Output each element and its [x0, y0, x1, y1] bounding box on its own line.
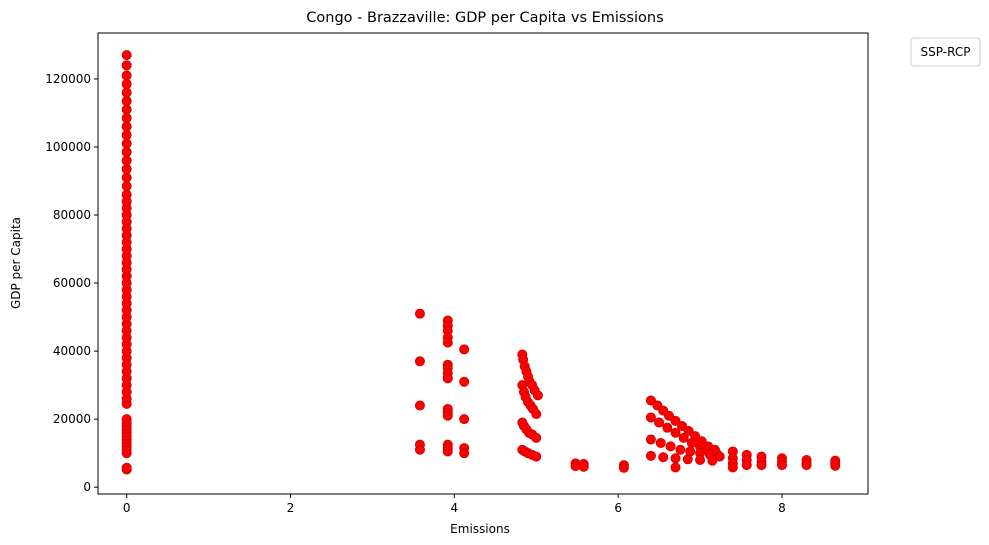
legend-box — [910, 37, 981, 67]
data-point — [121, 50, 132, 61]
data-point — [776, 460, 787, 471]
data-point — [459, 414, 470, 425]
data-point — [665, 441, 676, 452]
legend: SSP-RCP — [910, 37, 981, 67]
data-point — [670, 415, 681, 426]
x-tick-label: 2 — [287, 501, 295, 515]
data-point — [121, 147, 132, 158]
data-point — [670, 453, 681, 464]
data-point — [683, 426, 694, 437]
data-point — [655, 437, 666, 448]
data-point — [414, 356, 425, 367]
plot-frame — [97, 32, 869, 495]
data-point — [442, 410, 453, 421]
y-tick-label: 100000 — [45, 140, 91, 154]
data-point — [532, 390, 543, 401]
x-tick-label: 8 — [778, 501, 786, 515]
data-point — [645, 412, 656, 423]
data-point — [121, 164, 132, 175]
data-point — [578, 461, 589, 472]
data-point — [121, 189, 132, 200]
data-point — [442, 373, 453, 384]
data-point — [442, 337, 453, 348]
data-point — [645, 395, 656, 406]
x-tick-label: 4 — [451, 501, 459, 515]
x-axis: 0 2 4 6 8 — [123, 494, 786, 515]
data-point — [121, 113, 132, 124]
data-point — [121, 172, 132, 183]
data-point — [121, 96, 132, 107]
data-points — [121, 50, 841, 475]
data-point — [663, 410, 674, 421]
x-axis-label: Emissions — [450, 522, 510, 536]
y-tick-label: 120000 — [45, 72, 91, 86]
data-point — [677, 420, 688, 431]
data-point — [442, 446, 453, 457]
data-point — [414, 444, 425, 455]
y-tick-label: 20000 — [53, 412, 91, 426]
y-axis-label: GDP per Capita — [9, 217, 23, 309]
data-point — [459, 448, 470, 459]
data-point — [121, 130, 132, 141]
data-point — [727, 462, 738, 473]
data-point — [121, 414, 132, 425]
data-point — [531, 409, 542, 420]
data-point — [414, 400, 425, 411]
data-point — [618, 462, 629, 473]
y-axis: 0 20000 40000 60000 80000 100000 120000 — [45, 72, 98, 494]
data-point — [645, 450, 656, 461]
data-point — [459, 344, 470, 355]
data-point — [121, 70, 132, 81]
data-point — [121, 462, 132, 473]
data-point — [756, 460, 767, 471]
data-point — [675, 444, 686, 455]
data-point — [801, 460, 812, 471]
data-point — [741, 460, 752, 471]
data-point — [121, 155, 132, 166]
data-point — [121, 138, 132, 149]
y-tick-label: 80000 — [53, 208, 91, 222]
data-point — [121, 104, 132, 115]
data-point — [121, 60, 132, 71]
data-point — [678, 432, 689, 443]
data-point — [695, 454, 706, 465]
data-point — [830, 460, 841, 471]
data-point — [654, 417, 665, 428]
y-tick-label: 40000 — [53, 344, 91, 358]
data-point — [658, 452, 669, 463]
data-point — [121, 79, 132, 90]
data-point — [459, 376, 470, 387]
data-point — [414, 308, 425, 319]
data-point — [662, 422, 673, 433]
y-tick-label: 60000 — [53, 276, 91, 290]
x-tick-label: 6 — [614, 501, 622, 515]
x-tick-label: 0 — [123, 501, 131, 515]
data-point — [531, 451, 542, 462]
chart-title: Congo - Brazzaville: GDP per Capita vs E… — [306, 10, 663, 26]
data-point — [121, 87, 132, 98]
data-point — [645, 434, 656, 445]
data-point — [121, 181, 132, 192]
data-point — [531, 432, 542, 443]
legend-title: SSP-RCP — [921, 45, 971, 59]
data-point — [570, 461, 581, 472]
data-point — [682, 454, 693, 465]
data-point — [121, 121, 132, 132]
data-point — [670, 462, 681, 473]
data-point — [707, 455, 718, 466]
y-tick-label: 0 — [83, 480, 91, 494]
data-point — [670, 427, 681, 438]
